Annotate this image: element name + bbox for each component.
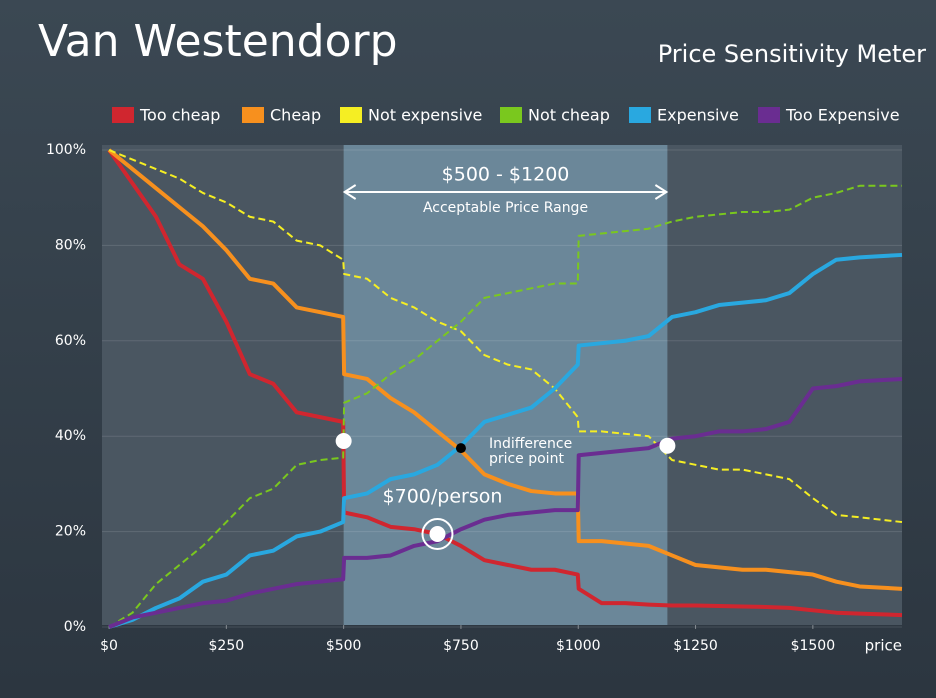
x-axis-label: price bbox=[865, 637, 902, 655]
x-tick-label: $500 bbox=[326, 638, 362, 654]
y-tick-label: 80% bbox=[55, 237, 86, 253]
x-tick-label: $1500 bbox=[791, 638, 836, 654]
legend-swatch bbox=[500, 107, 522, 123]
x-tick-label: $0 bbox=[100, 638, 118, 654]
legend-swatch bbox=[242, 107, 264, 123]
intersection-point bbox=[659, 437, 676, 454]
legend-swatch bbox=[340, 107, 362, 123]
series-line bbox=[107, 148, 903, 618]
indifference-label: Indifference bbox=[489, 436, 572, 452]
legend-swatch bbox=[629, 107, 651, 123]
legend-label: Too Expensive bbox=[785, 106, 900, 125]
legend-label: Cheap bbox=[270, 106, 321, 125]
y-tick-label: 100% bbox=[46, 142, 86, 158]
x-tick-label: $250 bbox=[209, 638, 245, 654]
range-label: $500 - $1200 bbox=[442, 164, 570, 186]
y-tick-label: 0% bbox=[64, 619, 86, 635]
series-line bbox=[108, 252, 903, 629]
series-line bbox=[108, 149, 903, 524]
chart-title: Van Westendorp bbox=[38, 16, 398, 67]
legend-label: Not cheap bbox=[528, 106, 610, 125]
indifference-label: price point bbox=[489, 451, 565, 467]
legend-swatch bbox=[758, 107, 780, 123]
acceptable-range bbox=[343, 145, 668, 625]
x-tick-label: $1250 bbox=[673, 638, 718, 654]
x-tick-label: $750 bbox=[443, 638, 479, 654]
legend-swatch bbox=[112, 107, 134, 123]
arrow-head bbox=[342, 184, 357, 200]
chart-subtitle: Price Sensitivity Meter bbox=[658, 40, 926, 68]
intersection-point bbox=[335, 432, 352, 449]
y-tick-label: 60% bbox=[55, 333, 86, 349]
series-line bbox=[108, 376, 903, 629]
series-line bbox=[107, 148, 903, 591]
series-line bbox=[108, 184, 902, 628]
target-point bbox=[429, 525, 446, 542]
arrow-head bbox=[654, 184, 669, 200]
target-label: $700/person bbox=[383, 485, 503, 507]
target-ring bbox=[421, 517, 454, 550]
legend-label: Too cheap bbox=[139, 106, 220, 125]
legend-label: Not expensive bbox=[368, 106, 482, 125]
y-tick-label: 40% bbox=[55, 428, 86, 444]
legend-label: Expensive bbox=[657, 106, 739, 125]
y-tick-label: 20% bbox=[55, 524, 86, 540]
range-sublabel: Acceptable Price Range bbox=[423, 200, 588, 216]
x-tick-label: $1000 bbox=[556, 638, 601, 654]
indifference-point bbox=[455, 443, 466, 454]
